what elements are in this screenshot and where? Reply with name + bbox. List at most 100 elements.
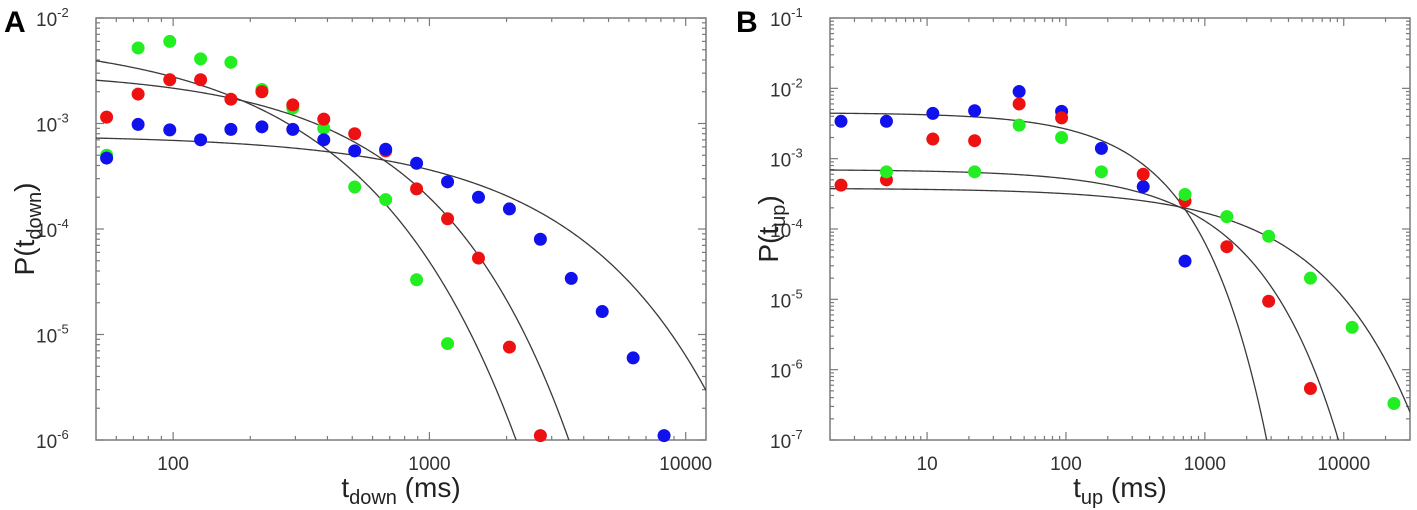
blue-point	[194, 133, 208, 147]
red-point	[502, 340, 516, 354]
x-tick-label: 10	[917, 454, 938, 475]
blue-point	[533, 232, 547, 246]
y-tick-label: 10-7	[770, 427, 803, 453]
red-point	[968, 134, 982, 148]
blue-point	[564, 271, 578, 285]
green-point	[968, 165, 982, 179]
red-point	[348, 127, 362, 141]
red-point	[194, 73, 208, 87]
blue-point	[224, 122, 238, 136]
red-point	[441, 212, 455, 226]
x-tick-label: 100	[1050, 454, 1082, 475]
blue-point	[1094, 141, 1108, 155]
blue-point	[163, 123, 177, 137]
red-point	[410, 182, 424, 196]
red-point	[286, 98, 300, 112]
green-point	[163, 34, 177, 48]
blue-fit	[830, 112, 1268, 440]
blue-point	[834, 114, 848, 128]
panel-letter: A	[4, 6, 26, 39]
blue-point	[317, 133, 331, 147]
plot-frame	[829, 17, 1411, 441]
y-tick-label: 10-2	[36, 5, 69, 31]
blue-point	[926, 106, 940, 120]
y-tick-label: 10-2	[770, 75, 803, 101]
y-tick-label: 10-4	[36, 216, 69, 242]
x-tick-label: 10000	[659, 454, 712, 475]
y-axis-title: P(tup)	[753, 195, 790, 262]
green-point	[1178, 187, 1192, 201]
red-point	[926, 132, 940, 146]
blue-point	[379, 142, 393, 156]
x-axis-title: tdown (ms)	[341, 472, 460, 509]
blue-point	[410, 156, 424, 170]
red-point	[100, 110, 114, 124]
x-tick-label: 100	[157, 454, 189, 475]
series-blue	[100, 117, 671, 443]
red-fit	[96, 79, 570, 440]
panel-b: B 10 100 1000 10000 10-1 10-2 10-3 10-4 10-5 10-6 1…	[736, 5, 1411, 509]
y-tick-label: 10-5	[36, 322, 69, 348]
red-point	[1055, 111, 1069, 125]
blue-point	[968, 104, 982, 118]
red-point	[1136, 167, 1150, 181]
series-green	[879, 118, 1401, 411]
red-point	[224, 92, 238, 106]
blue-point	[255, 120, 269, 134]
blue-point	[626, 351, 640, 365]
red-point	[131, 87, 145, 101]
panel-a: A 100 1000 10000 10-2 10-3 10-4 10-5 10-6 tdown (…	[4, 5, 712, 509]
green-point	[1387, 397, 1401, 411]
green-point	[410, 273, 424, 287]
green-point	[1012, 118, 1026, 132]
x-axis-title: tup (ms)	[1073, 472, 1167, 509]
red-point	[1303, 381, 1317, 395]
fit-curves	[96, 60, 706, 440]
blue-point	[1136, 180, 1150, 194]
blue-fit	[96, 137, 706, 391]
green-point	[224, 55, 238, 69]
green-point	[194, 52, 208, 66]
y-tick-label: 10-4	[770, 216, 803, 242]
red-point	[1012, 97, 1026, 111]
y-axis-title: P(tdown)	[9, 183, 46, 276]
red-point	[255, 85, 269, 99]
blue-point	[1178, 254, 1192, 268]
y-tick-label: 10-6	[770, 357, 803, 383]
green-point	[1303, 271, 1317, 285]
y-tick-label: 10-6	[36, 427, 69, 453]
red-point	[1220, 240, 1234, 254]
red-point	[317, 112, 331, 126]
y-tick-label: 10-5	[770, 286, 803, 312]
green-fit	[830, 188, 1410, 413]
blue-point	[502, 202, 516, 216]
green-point	[1055, 130, 1069, 144]
green-point	[879, 165, 893, 179]
red-point	[834, 178, 848, 192]
red-fit	[830, 169, 1340, 440]
blue-point	[131, 117, 145, 131]
series-green	[100, 34, 455, 351]
green-point	[379, 193, 393, 207]
blue-point	[100, 151, 114, 165]
green-point	[317, 121, 331, 135]
blue-point	[441, 175, 455, 189]
blue-point	[879, 114, 893, 128]
x-tick-label: 10000	[1317, 454, 1370, 475]
y-tick-label: 10-3	[36, 111, 69, 137]
green-point	[441, 337, 455, 351]
green-point	[1220, 210, 1234, 224]
green-point	[1262, 229, 1276, 243]
x-tick-label: 1000	[1184, 454, 1226, 475]
green-point	[131, 41, 145, 55]
blue-point	[286, 122, 300, 136]
blue-point	[348, 144, 362, 158]
x-tick-label: 1000	[408, 454, 450, 475]
y-tick-label: 10-3	[770, 146, 803, 172]
fit-curves	[830, 112, 1410, 440]
blue-point	[595, 305, 609, 319]
panel-letter: B	[736, 6, 758, 39]
red-point	[1262, 294, 1276, 308]
red-point	[471, 251, 485, 265]
